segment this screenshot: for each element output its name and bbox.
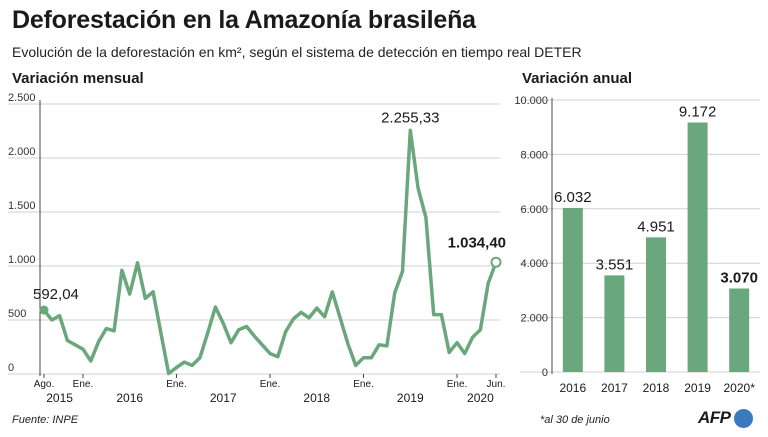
annual-bar: [687, 122, 708, 372]
monthly-y-tick-label: 2.000: [8, 146, 36, 158]
monthly-y-tick-label: 1.500: [8, 200, 36, 212]
source-note: Fuente: INPE: [12, 414, 79, 426]
monthly-annotation-label: 592,04: [33, 286, 79, 303]
afp-logo: AFP: [698, 408, 753, 428]
annual-x-label: 2018: [643, 381, 670, 395]
monthly-x-month-label: Ago.: [34, 379, 55, 390]
annual-x-label: 2016: [559, 381, 586, 395]
annual-bar: [646, 237, 666, 372]
monthly-x-month-label: Ene.: [73, 379, 94, 390]
monthly-x-year-label: 2019: [397, 391, 424, 405]
monthly-y-tick-label: 1.000: [8, 254, 36, 266]
annual-y-tick-label: 2.000: [520, 313, 548, 325]
annual-bar: [604, 275, 625, 372]
annual-y-tick-label: 8.000: [520, 149, 548, 161]
afp-logo-dot-icon: [733, 408, 753, 428]
chart-title: Deforestación en la Amazonía brasileña: [12, 6, 476, 34]
annual-y-tick-label: 0: [542, 367, 548, 379]
annual-bar-value-label: 9.172: [679, 104, 717, 121]
monthly-annotation-label: 2.255,33: [381, 109, 439, 126]
monthly-x-month-label: Jun.: [487, 379, 506, 390]
annual-bar-value-label: 3.070: [720, 269, 758, 286]
annual-section-title: Variación anual: [522, 70, 633, 87]
monthly-annotation-label: 1.034,40: [448, 234, 506, 251]
annual-bar: [562, 207, 583, 372]
monthly-x-year-label: 2020: [467, 391, 494, 405]
annual-x-label: 2020*: [724, 381, 756, 395]
monthly-y-tick-label: 2.500: [8, 92, 36, 104]
monthly-series-line: [42, 128, 498, 376]
footnote: *al 30 de junio: [540, 414, 610, 426]
annual-y-tick-label: 4.000: [520, 258, 548, 270]
annual-bar-value-label: 4.951: [637, 218, 675, 235]
monthly-x-month-label: Ene.: [166, 379, 187, 390]
annual-bar-value-label: 3.551: [596, 256, 634, 273]
monthly-section-title: Variación mensual: [12, 70, 144, 87]
afp-logo-text: AFP: [698, 408, 731, 427]
annual-bar: [729, 288, 750, 372]
monthly-x-year-label: 2018: [303, 391, 330, 405]
monthly-x-year-label: 2017: [210, 391, 237, 405]
monthly-x-month-label: Ene.: [353, 379, 374, 390]
annual-x-label: 2017: [601, 381, 628, 395]
monthly-x-month-label: Ene.: [260, 379, 281, 390]
monthly-x-year-label: 2015: [46, 391, 73, 405]
monthly-y-tick-label: 0: [8, 362, 14, 374]
annual-x-label: 2019: [684, 381, 711, 395]
monthly-x-month-label: Ene.: [447, 379, 468, 390]
annual-y-tick-label: 6.000: [520, 204, 548, 216]
monthly-end-point: [490, 256, 502, 268]
monthly-y-tick-label: 500: [8, 308, 26, 320]
monthly-x-year-label: 2016: [116, 391, 143, 405]
annual-bar-value-label: 6.032: [554, 189, 592, 206]
chart-subtitle: Evolución de la deforestación en km², se…: [12, 44, 582, 60]
annual-y-tick-label: 10.000: [514, 95, 548, 107]
monthly-start-point: [39, 305, 49, 315]
